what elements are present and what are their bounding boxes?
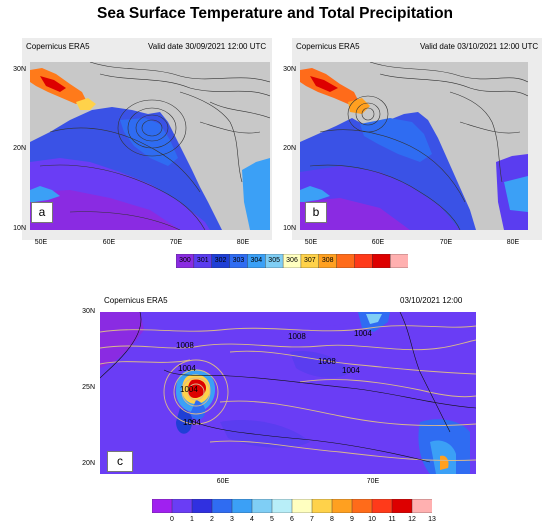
colorbar-swatch [231,499,253,513]
panel-b-map [300,62,528,230]
panel-a-lon-50e: 50E [34,239,48,246]
colorbar-swatch [171,499,193,513]
colorbar-swatch [331,499,353,513]
colorbar-label: 7 [310,516,314,523]
colorbar-label: 305 [268,257,280,264]
colorbar-swatch [411,499,432,513]
colorbar-label: 5 [270,516,274,523]
panel-a-map [30,62,270,230]
panel-a-valid-date: Valid date 30/09/2021 12:00 UTC [148,42,267,51]
precip-colorbar-swatches [152,499,432,513]
colorbar-label: 11 [388,516,396,523]
colorbar-label: 12 [408,516,416,523]
colorbar-label: 10 [368,516,376,523]
panel-b-lat-30n: 30N [283,66,296,73]
colorbar-label: 300 [179,257,191,264]
panel-a-lon-70e: 70E [169,239,183,246]
colorbar-label: 6 [290,516,294,523]
colorbar-swatch [191,499,213,513]
panel-b-letter: b [305,202,327,223]
panel-b-lon-60e: 60E [371,239,385,246]
panel-c-source: Copernicus ERA5 [104,296,168,305]
panel-a-lat-10n: 10N [13,225,26,232]
pressure-contours [100,325,476,461]
panel-b-lat-20n: 20N [283,145,296,152]
colorbar-swatch [351,499,373,513]
panel-c-lat-30n: 30N [82,308,95,315]
panel-c-map [100,312,476,474]
bay-of-bengal [242,158,270,230]
sst-colorbar-swatches [176,254,408,268]
panel-a-letter: a [31,202,53,223]
colorbar-label: 301 [196,257,209,264]
contour-label: 1004 [178,364,196,373]
panel-c-lat-25n: 25N [82,384,95,391]
panel-b-lon-70e: 70E [439,239,453,246]
colorbar-label: 308 [321,257,334,264]
panel-b-source: Copernicus ERA5 [296,42,360,51]
colorbar-label: 304 [250,257,263,264]
colorbar-swatch [371,499,393,513]
colorbar-swatch [354,254,373,268]
contour-label: 1004 [180,385,198,394]
colorbar-swatch [389,254,408,268]
colorbar-swatch [271,499,293,513]
colorbar-label: 8 [330,516,334,523]
coastline [100,312,476,463]
panel-b-lon-80e: 80E [506,239,520,246]
panel-c-lon-70e: 70E [366,478,380,485]
panel-b-lat-10n: 10N [283,225,296,232]
colorbar-label: 13 [428,516,436,523]
colorbar-label: 1 [190,516,194,523]
contour-label: 1004 [354,329,372,338]
colorbar-label: 306 [286,257,298,264]
contour-label: 1008 [318,357,336,366]
colorbar-label: 3 [230,516,234,523]
colorbar-swatch [152,499,173,513]
colorbar-swatch [211,499,233,513]
panel-c-letter: c [107,451,133,472]
colorbar-swatch [336,254,355,268]
colorbar-swatch [311,499,333,513]
panel-a-lon-80e: 80E [236,239,250,246]
panel-b-valid-date: Valid date 03/10/2021 12:00 UTC [420,42,539,51]
panel-a-lon-60e: 60E [102,239,116,246]
contour-label: 1008 [176,341,194,350]
contour-label: 1008 [288,332,306,341]
colorbar-swatch [251,499,273,513]
colorbar-label: 4 [250,516,254,523]
colorbar-swatch [391,499,413,513]
colorbar-label: 0 [170,516,174,523]
contour-label: 1004 [183,418,201,427]
colorbar-label: 302 [214,257,227,264]
panel-c-valid-date: 03/10/2021 12:00 [400,296,463,305]
contour-label: 1004 [342,366,360,375]
panel-a-lat-30n: 30N [13,66,26,73]
colorbar-label: 9 [350,516,354,523]
panel-a-lat-20n: 20N [13,145,26,152]
colorbar-label: 307 [304,257,316,264]
panel-c-lon-60e: 60E [216,478,230,485]
colorbar-swatch [372,254,391,268]
figure-title: Sea Surface Temperature and Total Precip… [96,5,454,22]
panel-a-source: Copernicus ERA5 [26,42,90,51]
colorbar-swatch [291,499,313,513]
colorbar-label: 2 [210,516,214,523]
panel-c-lat-20n: 20N [82,460,95,467]
colorbar-label: 303 [232,257,245,264]
panel-b-lon-50e: 50E [304,239,318,246]
